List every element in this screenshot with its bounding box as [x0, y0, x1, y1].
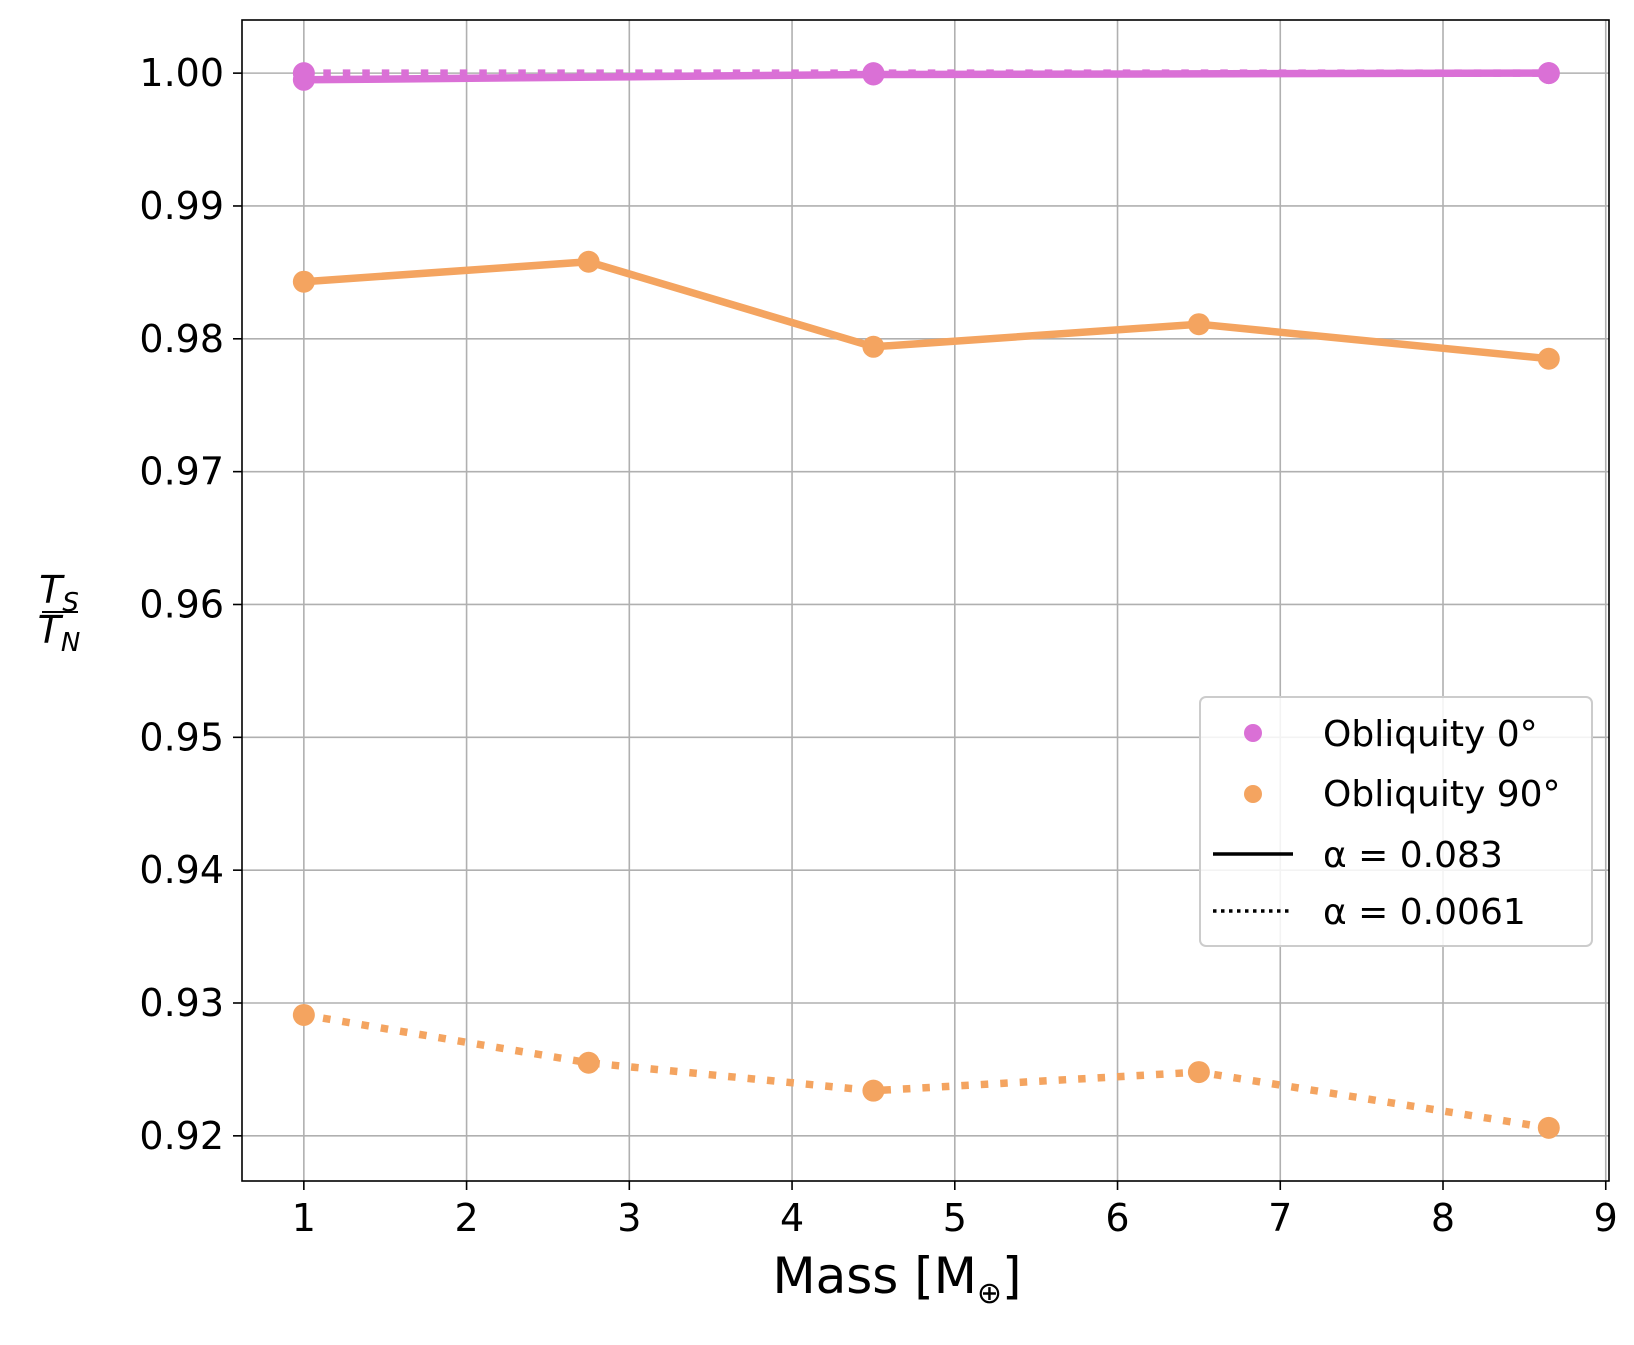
x-tick-label: 8 — [1431, 1196, 1455, 1240]
series-3 — [292, 1003, 1560, 1139]
x-tick-label: 1 — [292, 1196, 316, 1240]
x-tick-label: 2 — [454, 1196, 478, 1240]
x-tick-label: 3 — [617, 1196, 641, 1240]
legend-frame — [1199, 696, 1593, 947]
data-point — [1537, 1116, 1560, 1139]
data-point — [862, 63, 885, 86]
y-axis-label: TS TN — [38, 568, 81, 658]
legend-marker-obliquity-0 — [1244, 724, 1262, 742]
y-axis: 0.92 0.93 0.94 0.95 0.96 0.97 0.98 0.99 1.00 — [139, 51, 242, 1158]
legend: Obliquity 0° Obliquity 90° α = 0.083 α =… — [1199, 696, 1593, 947]
series-1 — [292, 62, 1560, 91]
x-tick-label: 7 — [1268, 1196, 1292, 1240]
data-point — [1187, 1061, 1210, 1084]
y-tick-label: 0.93 — [139, 981, 224, 1025]
x-tick-label: 5 — [943, 1196, 967, 1240]
series-line — [303, 1011, 1550, 1132]
data-point — [1537, 347, 1560, 370]
series-line — [303, 258, 1550, 363]
plot-frame — [241, 19, 1610, 1182]
series-2 — [292, 250, 1560, 370]
x-tick-label: 4 — [780, 1196, 804, 1240]
y-tick-label: 1.00 — [139, 51, 224, 95]
y-tick-label: 0.98 — [139, 317, 224, 361]
legend-label-alpha-00061: α = 0.0061 — [1323, 892, 1526, 933]
y-tick-label: 0.96 — [139, 582, 224, 626]
legend-label-alpha-0083: α = 0.083 — [1323, 835, 1503, 876]
x-axis-label: Mass [M⊕] — [772, 1247, 1021, 1311]
data-point — [292, 270, 315, 293]
x-tick-label: 9 — [1594, 1196, 1618, 1240]
y-tick-label: 0.97 — [139, 450, 224, 494]
y-tick-label: 0.95 — [139, 715, 224, 759]
legend-label-obliquity-90: Obliquity 90° — [1323, 774, 1561, 815]
data-point — [1537, 62, 1560, 85]
series-layer — [292, 62, 1560, 1139]
x-tick-label: 6 — [1105, 1196, 1129, 1240]
series-line — [303, 69, 1549, 84]
y-label-numerator: TS — [39, 568, 79, 618]
data-point — [577, 250, 600, 273]
data-point — [862, 335, 885, 358]
y-tick-label: 0.94 — [139, 848, 224, 892]
data-point — [862, 1079, 885, 1102]
y-tick-label: 0.92 — [139, 1114, 224, 1158]
grid — [242, 20, 1609, 1181]
data-point — [1187, 313, 1210, 336]
data-point — [577, 1051, 600, 1074]
x-axis: 1 2 3 4 5 6 7 8 9 — [292, 1181, 1618, 1240]
y-tick-label: 0.99 — [139, 184, 224, 228]
data-point — [292, 68, 315, 91]
legend-marker-obliquity-90 — [1244, 785, 1262, 803]
data-point — [292, 1003, 315, 1026]
y-label-denominator: TN — [38, 608, 81, 658]
legend-label-obliquity-0: Obliquity 0° — [1323, 714, 1538, 755]
